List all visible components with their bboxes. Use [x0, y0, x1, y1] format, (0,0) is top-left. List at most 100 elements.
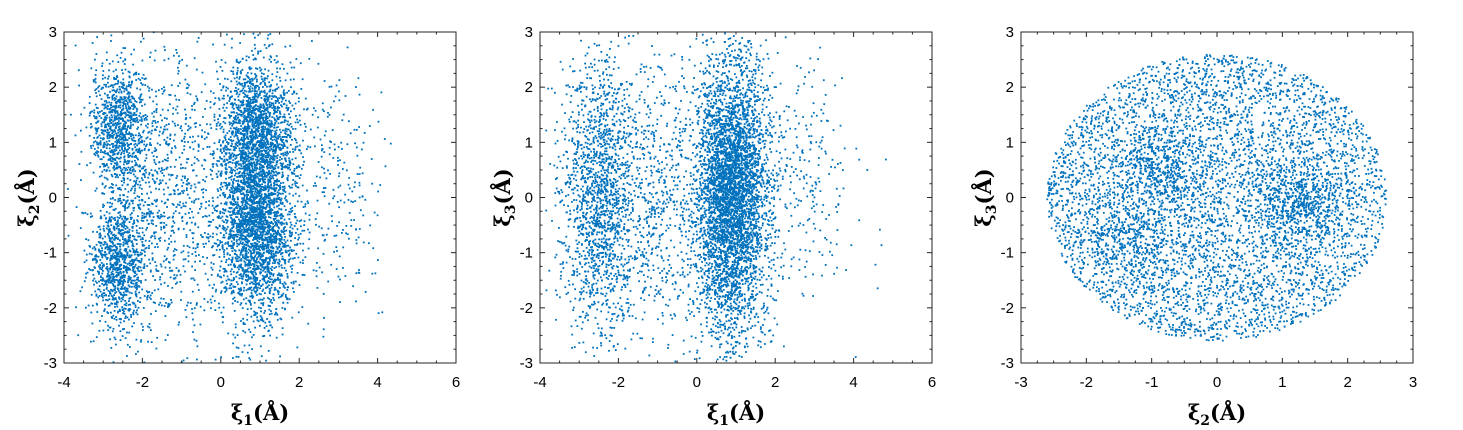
scatter-point [282, 292, 285, 295]
scatter-point [148, 87, 151, 90]
scatter-point [128, 99, 131, 102]
scatter-point [224, 61, 227, 64]
scatter-point [265, 95, 268, 98]
scatter-point [128, 116, 131, 118]
scatter-point [133, 139, 135, 142]
scatter-point [176, 281, 178, 284]
scatter-point [114, 127, 117, 129]
scatter-point [118, 187, 121, 189]
scatter-point [260, 158, 263, 161]
scatter-point [120, 151, 123, 154]
scatter-point [131, 95, 134, 98]
scatter-point [75, 306, 77, 309]
scatter-point [110, 216, 113, 218]
scatter-point [187, 178, 189, 180]
scatter-point [116, 153, 119, 155]
scatter-point [242, 99, 245, 102]
scatter-point [134, 100, 137, 102]
scatter-point [266, 131, 269, 133]
scatter-point [269, 208, 271, 211]
scatter-point [259, 168, 261, 171]
scatter-point [95, 255, 98, 258]
scatter-point [262, 335, 264, 338]
scatter-point [195, 68, 198, 71]
scatter-point [117, 288, 119, 290]
scatter-point [126, 109, 129, 112]
scatter-point [235, 126, 238, 129]
scatter-point [138, 115, 141, 117]
scatter-point [238, 93, 241, 96]
scatter-point [277, 99, 279, 101]
scatter-point [287, 133, 289, 136]
scatter-point [144, 201, 147, 203]
scatter-point [185, 161, 188, 164]
scatter-point [177, 66, 179, 69]
scatter-point [135, 182, 137, 185]
scatter-point [223, 158, 226, 161]
scatter-point [158, 161, 161, 163]
scatter-point [129, 216, 132, 219]
scatter-point [99, 151, 102, 153]
scatter-point [293, 137, 296, 140]
scatter-point [271, 238, 274, 241]
scatter-point [120, 256, 123, 258]
scatter-point [126, 149, 128, 151]
scatter-point [128, 147, 131, 149]
scatter-point [124, 116, 127, 119]
scatter-point [245, 129, 248, 131]
scatter-point [115, 234, 117, 237]
scatter-point [170, 229, 173, 232]
scatter-point [196, 40, 199, 43]
scatter-point [105, 85, 107, 88]
scatter-point [123, 181, 125, 184]
scatter-point [287, 107, 290, 109]
scatter-point [123, 179, 125, 181]
scatter-point [100, 254, 103, 257]
scatter-point [87, 239, 90, 241]
scatter-point [257, 155, 260, 158]
scatter-point [265, 156, 268, 159]
scatter-point [139, 152, 142, 155]
scatter-point [216, 196, 219, 199]
scatter-point [267, 98, 270, 101]
scatter-point [147, 149, 150, 152]
scatter-point [194, 223, 197, 226]
scatter-point [231, 152, 234, 155]
scatter-point [270, 84, 272, 86]
scatter-point [114, 176, 117, 179]
scatter-point [246, 141, 248, 144]
scatter-point [273, 109, 275, 111]
scatter-point [101, 138, 104, 141]
scatter-point [262, 131, 264, 133]
scatter-point [282, 162, 284, 165]
scatter-point [272, 177, 275, 180]
scatter-point [194, 140, 196, 143]
scatter-point [255, 147, 258, 150]
scatter-point [90, 293, 93, 296]
scatter-point [304, 205, 307, 208]
scatter-point [175, 282, 177, 285]
scatter-point [279, 162, 282, 165]
scatter-point [133, 151, 135, 154]
scatter-point [237, 130, 239, 132]
scatter-point [224, 193, 227, 196]
scatter-point [168, 143, 171, 145]
scatter-point [265, 94, 268, 97]
scatter-point [237, 104, 240, 107]
scatter-point [160, 200, 163, 203]
scatter-point [213, 103, 215, 106]
scatter-point [180, 299, 182, 301]
scatter-point [104, 125, 107, 128]
scatter-point [112, 190, 115, 192]
scatter-point [137, 126, 139, 129]
scatter-point [259, 249, 261, 252]
scatter-point [94, 74, 97, 76]
scatter-point [136, 195, 139, 198]
scatter-point [128, 83, 130, 86]
scatter-point [111, 136, 114, 139]
scatter-point [193, 57, 196, 60]
scatter-point [98, 250, 101, 253]
scatter-point [245, 90, 248, 93]
scatter-point [273, 117, 276, 120]
scatter-point [140, 257, 143, 260]
